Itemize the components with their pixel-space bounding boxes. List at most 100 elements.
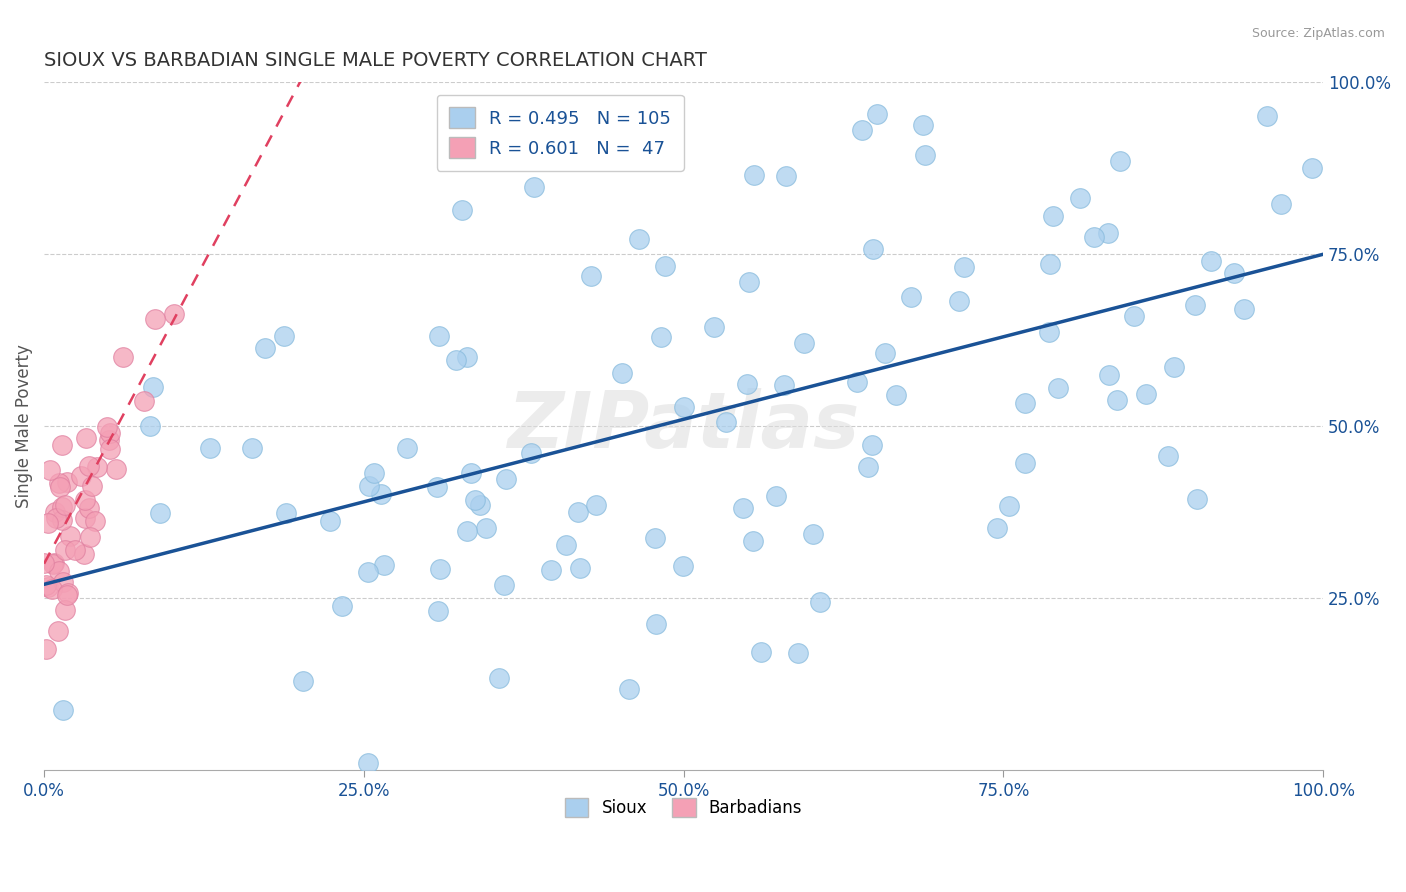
Point [98, 433, 121, 447]
Point [1199, 253, 1222, 268]
Point [456, 524, 478, 538]
Point [55, 603, 77, 617]
Point [83, 514, 105, 528]
Point [429, 562, 451, 576]
Point [772, 378, 794, 392]
Point [73, 493, 96, 508]
Point [468, 498, 491, 512]
Point [75, 510, 97, 524]
Point [86, 460, 108, 475]
Point [357, 565, 380, 579]
Point [35, 578, 58, 592]
Point [793, 335, 815, 350]
Point [42, 557, 65, 571]
Point [775, 169, 797, 183]
Point [44, 557, 66, 571]
Point [240, 441, 263, 455]
Point [77, 458, 100, 473]
Point [138, 419, 160, 434]
Point [540, 563, 562, 577]
Text: Source: ZipAtlas.com: Source: ZipAtlas.com [1251, 27, 1385, 40]
Point [39, 463, 62, 477]
Point [731, 500, 754, 515]
Point [900, 290, 922, 304]
Point [1109, 153, 1132, 168]
Point [1157, 449, 1180, 463]
Point [1014, 457, 1036, 471]
Point [56, 475, 79, 489]
Point [143, 312, 166, 326]
Point [100, 425, 122, 440]
Point [426, 604, 449, 618]
Point [1046, 381, 1069, 395]
Point [149, 506, 172, 520]
Point [45, 511, 67, 525]
Point [585, 499, 607, 513]
Point [948, 293, 970, 308]
Legend: Sioux, Barbadians: Sioux, Barbadians [558, 791, 808, 823]
Point [523, 179, 546, 194]
Point [1107, 393, 1129, 408]
Point [254, 341, 277, 355]
Point [846, 376, 869, 390]
Point [749, 645, 772, 659]
Point [1187, 491, 1209, 506]
Point [742, 168, 765, 182]
Point [52, 703, 75, 717]
Point [1038, 325, 1060, 339]
Point [460, 467, 482, 481]
Point [52, 574, 75, 589]
Point [142, 380, 165, 394]
Point [1083, 230, 1105, 244]
Point [1135, 387, 1157, 401]
Point [49, 480, 72, 494]
Point [427, 329, 450, 343]
Point [735, 377, 758, 392]
Point [884, 388, 907, 402]
Point [56, 588, 79, 602]
Point [34, 642, 56, 657]
Point [567, 505, 589, 519]
Point [1039, 257, 1062, 271]
Point [488, 671, 510, 685]
Point [464, 493, 486, 508]
Point [37, 580, 59, 594]
Point [96, 420, 118, 434]
Point [986, 521, 1008, 535]
Point [41, 582, 63, 597]
Point [51, 438, 73, 452]
Point [644, 616, 666, 631]
Text: ZIPatlas: ZIPatlas [508, 388, 859, 464]
Point [875, 346, 897, 360]
Point [492, 578, 515, 592]
Point [48, 564, 70, 578]
Point [1097, 226, 1119, 240]
Point [654, 259, 676, 273]
Point [72, 547, 94, 561]
Point [370, 487, 392, 501]
Point [132, 394, 155, 409]
Point [1256, 109, 1278, 123]
Point [37, 516, 59, 530]
Point [456, 351, 478, 365]
Point [46, 624, 69, 639]
Point [953, 260, 976, 274]
Point [1301, 161, 1323, 176]
Point [274, 506, 297, 520]
Point [617, 682, 640, 697]
Point [373, 558, 395, 573]
Point [474, 521, 496, 535]
Point [79, 501, 101, 516]
Point [520, 446, 543, 460]
Point [787, 646, 810, 660]
Point [672, 558, 695, 573]
Point [555, 537, 578, 551]
Point [48, 475, 70, 490]
Point [862, 242, 884, 256]
Point [495, 472, 517, 486]
Point [644, 531, 666, 545]
Point [612, 366, 634, 380]
Point [672, 401, 695, 415]
Point [851, 123, 873, 137]
Point [741, 533, 763, 548]
